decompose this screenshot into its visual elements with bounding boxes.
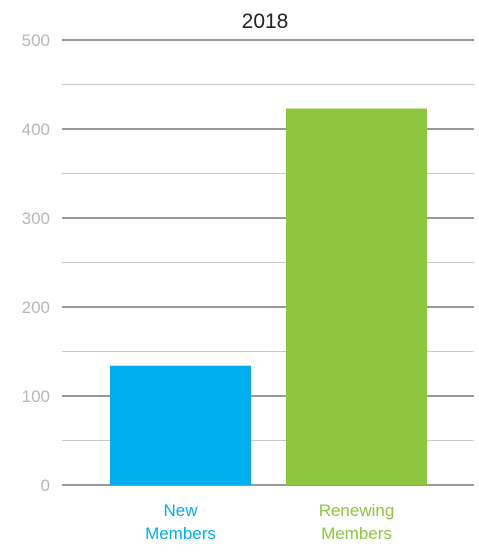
- y-tick-label: 300: [22, 209, 50, 228]
- bars: [110, 108, 427, 485]
- y-tick-label: 0: [41, 476, 50, 495]
- y-tick-label: 400: [22, 120, 50, 139]
- x-category-label: New Members: [145, 501, 216, 543]
- bar-renewing-members: [286, 108, 427, 485]
- category-labels: New Members Renewing Members: [145, 501, 394, 543]
- bar-new-members: [110, 365, 251, 485]
- x-category-label-line: Renewing: [319, 501, 395, 520]
- x-category-label-line: Members: [145, 524, 216, 543]
- y-tick-label: 100: [22, 387, 50, 406]
- y-tick-label: 200: [22, 298, 50, 317]
- y-tick-label: 500: [22, 31, 50, 50]
- x-category-label: Renewing Members: [319, 501, 395, 543]
- y-axis-ticks: 0 100 200 300 400 500: [22, 31, 50, 495]
- chart-title: 2018: [242, 10, 289, 33]
- x-category-label-line: Members: [321, 524, 392, 543]
- x-category-label-line: New: [163, 501, 198, 520]
